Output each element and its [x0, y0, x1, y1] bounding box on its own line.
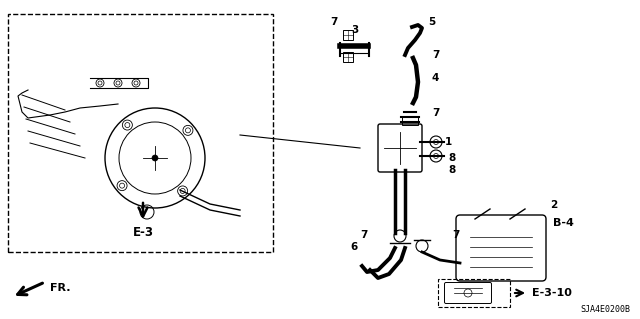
Bar [402, 117, 418, 125]
Bar [343, 52, 353, 62]
Text: 7: 7 [432, 108, 440, 118]
Text: 8: 8 [448, 153, 455, 163]
Text: 7: 7 [452, 230, 460, 240]
Text: E-3-10: E-3-10 [532, 288, 572, 298]
Bar [343, 30, 353, 40]
Text: 7: 7 [360, 230, 368, 240]
Text: 8: 8 [448, 165, 455, 175]
Text: 3: 3 [351, 25, 358, 35]
Text: FR.: FR. [50, 283, 70, 293]
Text: 7: 7 [330, 17, 338, 27]
Text: E-3: E-3 [132, 226, 154, 239]
Text: 6: 6 [351, 242, 358, 252]
Text: 5: 5 [428, 17, 436, 27]
Text: SJA4E0200B: SJA4E0200B [580, 306, 630, 315]
Text: 1: 1 [445, 137, 452, 147]
Bar [8, 14, 273, 252]
Text: 2: 2 [550, 200, 557, 210]
Text: B-4: B-4 [553, 218, 574, 228]
Text: 7: 7 [432, 50, 440, 60]
Bar [438, 279, 510, 307]
Text: 4: 4 [432, 73, 440, 83]
Circle shape [152, 155, 158, 161]
